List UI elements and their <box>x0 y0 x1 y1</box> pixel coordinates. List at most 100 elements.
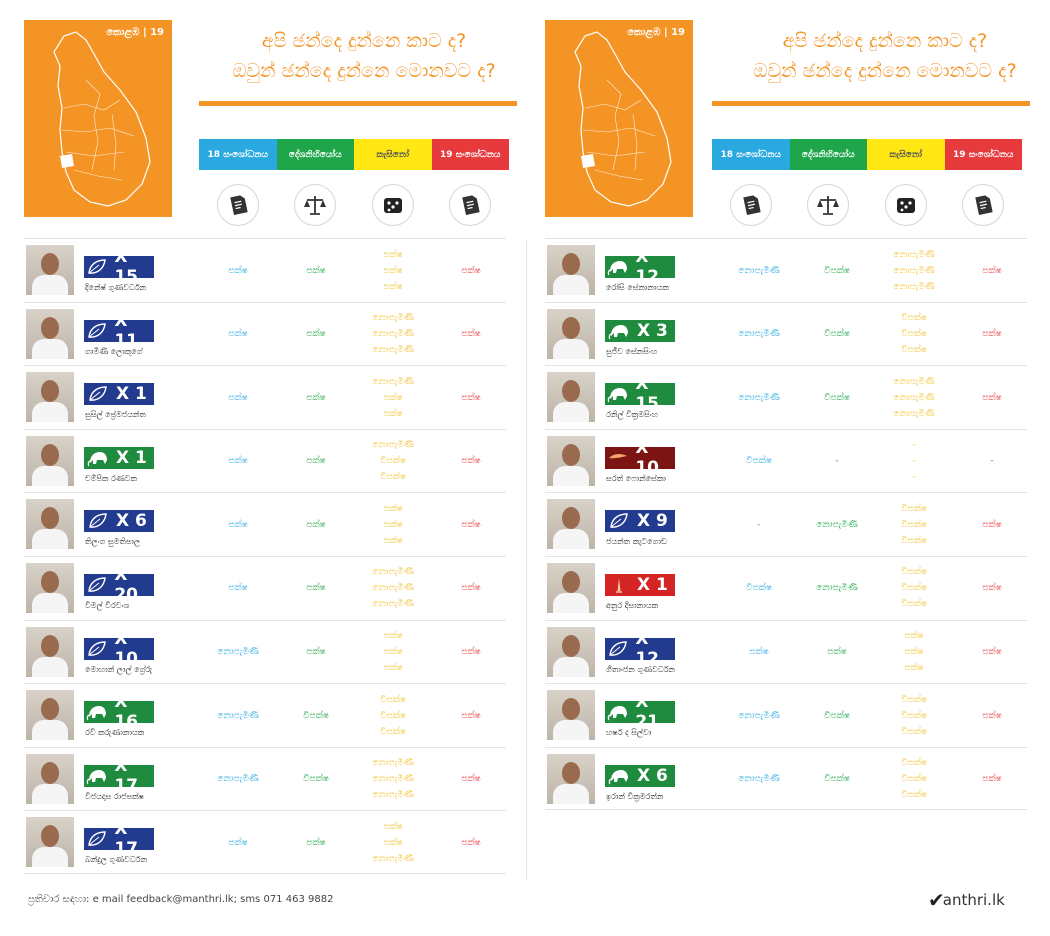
vote-value: පක්ෂ <box>383 821 403 832</box>
vote-value: විපක්ෂ <box>901 313 927 324</box>
vote-value: නොපැමිණි <box>738 710 780 721</box>
preference-number-badge: X 17 <box>84 819 154 859</box>
table-row: X 9 ජයන්ත කැටගොඩ - නොපැමිණි විපක්ෂ විපක්ෂ විපක… <box>545 492 1027 556</box>
vote-v3: පක්ෂ පක්ෂ නොපැමිණි <box>354 811 432 874</box>
party-symbol-icon <box>86 384 110 404</box>
vote-value: විපක්ෂ <box>824 774 850 785</box>
vote-value: පක්ෂ <box>461 392 481 403</box>
vote-v2: විපක්ෂ <box>798 684 876 747</box>
preference-number-badge: X 16 <box>84 692 154 732</box>
party-symbol-icon <box>607 448 629 468</box>
vote-value: පක්ෂ <box>904 631 924 642</box>
party-symbol-icon <box>86 766 108 786</box>
party-symbol-icon <box>607 511 631 531</box>
preference-number-badge: X 9 <box>605 510 675 533</box>
vote-v2: පක්ෂ <box>277 493 355 556</box>
party-symbol-icon <box>86 639 108 659</box>
vote-value: නොපැමිණි <box>372 790 414 801</box>
vote-value: විපක්ෂ <box>901 503 927 514</box>
vote-value: පක්ෂ <box>461 456 481 467</box>
vote-value: පක්ෂ <box>306 519 326 530</box>
preference-number: X 10 <box>635 437 659 478</box>
candidate-name: සරත් ෆොන්සේකා <box>606 473 666 483</box>
party-symbol-icon <box>86 321 108 341</box>
vote-value: පක්ෂ <box>383 249 403 260</box>
vote-value: පක්ෂ <box>461 583 481 594</box>
vote-value: - <box>912 472 916 483</box>
vote-v2: විපක්ෂ <box>277 684 355 747</box>
candidate-photo <box>547 372 595 423</box>
candidate-name: ජයන්ත කැටගොඩ <box>606 537 667 547</box>
vote-v4: පක්ෂ <box>432 366 510 429</box>
table-row: X 10 සරත් ෆොන්සේකා විපක්ෂ - - - - - <box>545 428 1027 493</box>
vote-v3: පක්ෂ පක්ෂ පක්ෂ <box>354 239 432 302</box>
vote-value: පක්ෂ <box>982 710 1002 721</box>
preference-number: X 17 <box>114 755 138 796</box>
candidate-photo <box>547 245 595 295</box>
vote-v2: පක්ෂ <box>277 366 355 429</box>
vote-value: පක්ෂ <box>461 837 481 848</box>
vote-v4: පක්ෂ <box>432 684 510 747</box>
preference-number: X 15 <box>635 374 659 415</box>
candidate-name: හර්ෂ ද සිල්වා <box>606 728 652 738</box>
vote-v1: නොපැමිණි <box>720 684 798 747</box>
candidate-photo <box>547 308 595 359</box>
candidate-name: ගාමිණී ලොකුගේ <box>85 346 143 356</box>
headline: අපි ඡන්දෙ දුන්නෙ කාට ද? ඔවුන් ඡන්දෙ දුන්… <box>725 26 1045 86</box>
district-map-box: කොළඹ | 19 <box>545 20 693 217</box>
preference-number-badge: X 15 <box>605 374 675 414</box>
preference-number: X 20 <box>114 564 138 605</box>
vote-v1: පක්ෂ <box>199 493 277 556</box>
vote-v2: පක්ෂ <box>277 621 355 684</box>
vote-v4: පක්ෂ <box>953 303 1031 366</box>
table-row: X 3 සුජීව සේනසිංහ නොපැමිණි විපක්ෂ විපක්ෂ විපක… <box>545 301 1027 366</box>
vote-v2: පක්ෂ <box>277 811 355 874</box>
vote-value: විපක්ෂ <box>824 392 850 403</box>
preference-number-badge: X 15 <box>84 247 154 287</box>
vote-v1: නොපැමිණි <box>720 303 798 366</box>
vote-v4: පක්ෂ <box>432 239 510 302</box>
vote-v4: පක්ෂ <box>953 748 1031 811</box>
vote-value: පක්ෂ <box>827 647 847 658</box>
preference-number-badge: X 12 <box>605 247 675 287</box>
vote-value: නොපැමිණි <box>217 647 259 658</box>
headline: අපි ඡන්දෙ දුන්නෙ කාට ද? ඔවුන් ඡන්දෙ දුන්… <box>204 26 524 86</box>
vote-value: පක්ෂ <box>383 519 403 530</box>
candidate-name: රවි කරුණානායක <box>85 728 145 738</box>
preference-number: X 21 <box>635 692 659 733</box>
party-symbol-icon <box>607 766 631 786</box>
preference-number-badge: X 11 <box>84 311 154 351</box>
vote-v4: පක්ෂ <box>953 493 1031 556</box>
headline-line-1: අපි ඡන්දෙ දුන්නෙ කාට ද? <box>261 30 467 52</box>
headline-line-2: ඔවුන් ඡන්දෙ දුන්නෙ මොනවට ද? <box>753 60 1017 82</box>
vote-value: පක්ෂ <box>461 265 481 276</box>
vote-value: පක්ෂ <box>383 265 403 276</box>
preference-number-badge: X 10 <box>84 629 154 669</box>
candidate-photo <box>547 690 595 741</box>
candidate-photo <box>547 753 595 804</box>
vote-value: පක්ෂ <box>228 329 248 340</box>
scales-icon <box>294 184 337 226</box>
vote-value: නොපැමිණි <box>372 313 414 324</box>
vote-v1: - <box>720 493 798 556</box>
vote-value: පක්ෂ <box>982 519 1002 530</box>
party-symbol-icon <box>86 575 108 595</box>
table-row: X 1 චම්පික රණවක පක්ෂ පක්ෂ නොපැමිණි විපක්ෂ විපක… <box>24 428 506 493</box>
vote-value: විපක්ෂ <box>303 710 329 721</box>
vote-value: පක්ෂ <box>982 583 1002 594</box>
vote-value: පක්ෂ <box>982 392 1002 403</box>
vote-v4: පක්ෂ <box>953 684 1031 747</box>
vote-v3: විපක්ෂ විපක්ෂ විපක්ෂ <box>875 684 953 747</box>
vote-value: නොපැමිණි <box>372 440 414 451</box>
candidate-photo <box>547 626 595 677</box>
vote-value: විපක්ෂ <box>824 265 850 276</box>
vote-value: නොපැමිණි <box>372 599 414 610</box>
dice-icon <box>371 184 414 226</box>
vote-value: පක්ෂ <box>461 329 481 340</box>
vote-v2: නොපැමිණි <box>798 493 876 556</box>
vote-value: පක්ෂ <box>383 837 403 848</box>
table-row: X 20 විමල් වීරවංශ පක්ෂ පක්ෂ නොපැමිණි නොපැමිණි… <box>24 555 506 620</box>
right-panel: කොළඹ | 19 අපි ඡන්දෙ දුන්නෙ කාට ද? ඔවුන් … <box>545 0 1035 880</box>
vote-value: පක්ෂ <box>982 329 1002 340</box>
vote-v3: පක්ෂ පක්ෂ පක්ෂ <box>354 493 432 556</box>
